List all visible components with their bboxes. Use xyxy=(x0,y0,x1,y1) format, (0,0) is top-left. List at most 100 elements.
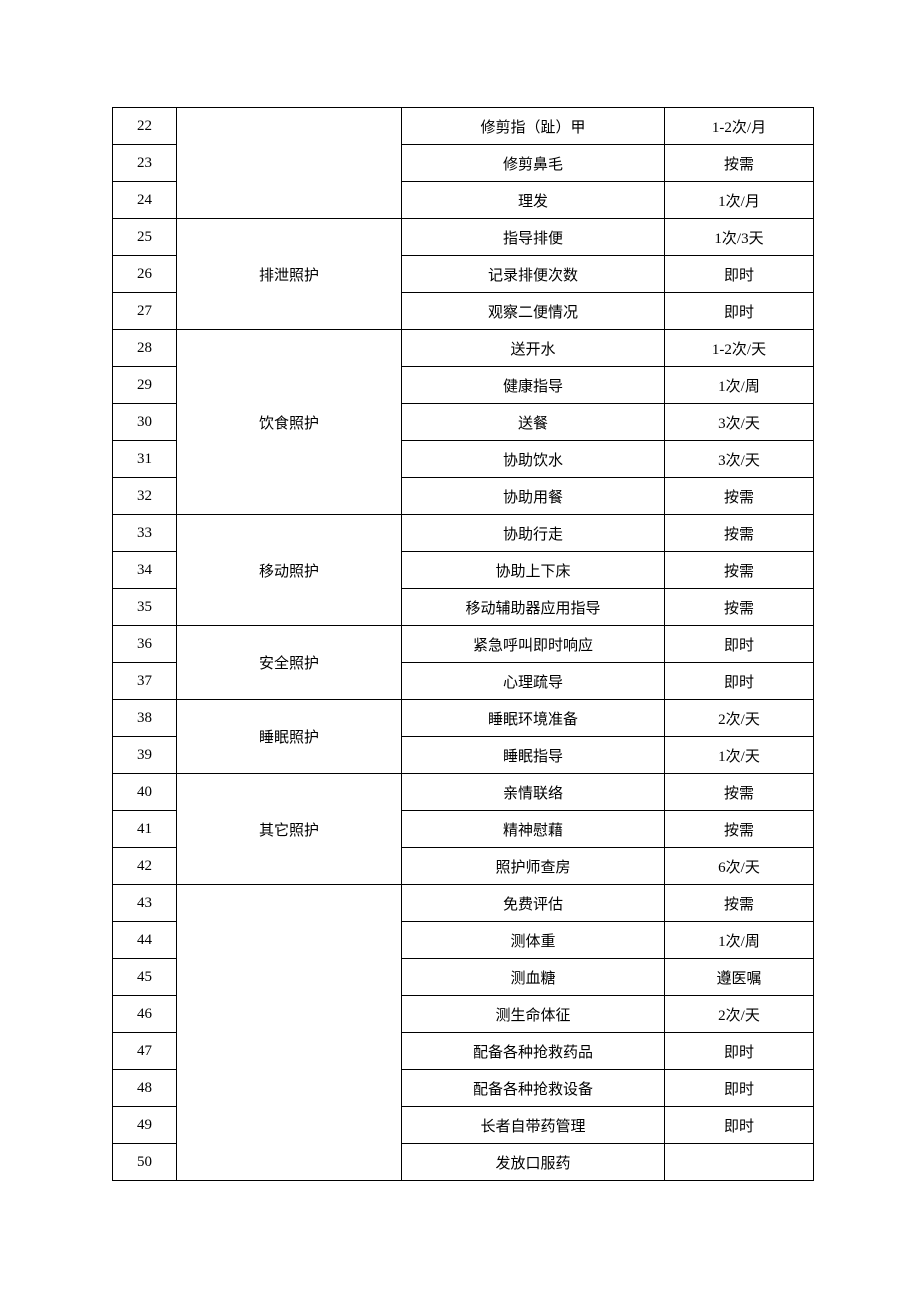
row-item: 协助上下床 xyxy=(402,552,665,589)
care-table-body: 22修剪指（趾）甲1-2次/月23修剪鼻毛按需24理发1次/月25排泄照护指导排… xyxy=(113,108,814,1181)
row-no: 26 xyxy=(113,256,177,293)
row-freq: 1-2次/月 xyxy=(665,108,814,145)
row-category: 移动照护 xyxy=(177,515,402,626)
row-item: 协助用餐 xyxy=(402,478,665,515)
row-freq: 即时 xyxy=(665,626,814,663)
row-freq: 按需 xyxy=(665,774,814,811)
row-item: 照护师查房 xyxy=(402,848,665,885)
row-no: 29 xyxy=(113,367,177,404)
row-no: 48 xyxy=(113,1070,177,1107)
row-no: 25 xyxy=(113,219,177,256)
row-item: 测生命体征 xyxy=(402,996,665,1033)
table-row: 43 免费评估按需 xyxy=(113,885,814,922)
row-item: 亲情联络 xyxy=(402,774,665,811)
row-no: 36 xyxy=(113,626,177,663)
row-freq: 按需 xyxy=(665,145,814,182)
row-freq: 6次/天 xyxy=(665,848,814,885)
row-category: 饮食照护 xyxy=(177,330,402,515)
row-item: 修剪指（趾）甲 xyxy=(402,108,665,145)
row-freq: 即时 xyxy=(665,256,814,293)
table-row: 40其它照护亲情联络按需 xyxy=(113,774,814,811)
row-item: 记录排便次数 xyxy=(402,256,665,293)
table-row: 38睡眠照护睡眠环境准备2次/天 xyxy=(113,700,814,737)
row-no: 32 xyxy=(113,478,177,515)
table-row: 36安全照护紧急呼叫即时响应即时 xyxy=(113,626,814,663)
row-freq: 2次/天 xyxy=(665,700,814,737)
table-row: 22 修剪指（趾）甲1-2次/月 xyxy=(113,108,814,145)
row-freq: 按需 xyxy=(665,811,814,848)
table-row: 25排泄照护指导排便1次/3天 xyxy=(113,219,814,256)
row-freq: 2次/天 xyxy=(665,996,814,1033)
row-no: 39 xyxy=(113,737,177,774)
row-freq: 按需 xyxy=(665,589,814,626)
row-freq: 即时 xyxy=(665,1070,814,1107)
row-item: 测血糖 xyxy=(402,959,665,996)
row-item: 心理疏导 xyxy=(402,663,665,700)
row-category: 其它照护 xyxy=(177,774,402,885)
page: 22修剪指（趾）甲1-2次/月23修剪鼻毛按需24理发1次/月25排泄照护指导排… xyxy=(0,0,920,1302)
row-no: 43 xyxy=(113,885,177,922)
row-freq: 即时 xyxy=(665,663,814,700)
row-item: 观察二便情况 xyxy=(402,293,665,330)
row-item: 指导排便 xyxy=(402,219,665,256)
row-item: 理发 xyxy=(402,182,665,219)
row-no: 38 xyxy=(113,700,177,737)
row-item: 睡眠指导 xyxy=(402,737,665,774)
row-no: 23 xyxy=(113,145,177,182)
row-no: 45 xyxy=(113,959,177,996)
row-freq: 按需 xyxy=(665,478,814,515)
row-freq: 1次/周 xyxy=(665,367,814,404)
row-freq: 按需 xyxy=(665,885,814,922)
row-item: 移动辅助器应用指导 xyxy=(402,589,665,626)
row-no: 37 xyxy=(113,663,177,700)
row-item: 睡眠环境准备 xyxy=(402,700,665,737)
table-row: 33移动照护协助行走按需 xyxy=(113,515,814,552)
row-no: 46 xyxy=(113,996,177,1033)
row-item: 紧急呼叫即时响应 xyxy=(402,626,665,663)
row-no: 49 xyxy=(113,1107,177,1144)
row-freq: 按需 xyxy=(665,552,814,589)
row-item: 长者自带药管理 xyxy=(402,1107,665,1144)
row-item: 免费评估 xyxy=(402,885,665,922)
row-freq: 3次/天 xyxy=(665,404,814,441)
row-item: 修剪鼻毛 xyxy=(402,145,665,182)
row-category xyxy=(177,885,402,1181)
row-item: 精神慰藉 xyxy=(402,811,665,848)
row-item: 发放口服药 xyxy=(402,1144,665,1181)
row-no: 28 xyxy=(113,330,177,367)
row-no: 22 xyxy=(113,108,177,145)
row-item: 配备各种抢救药品 xyxy=(402,1033,665,1070)
row-freq: 即时 xyxy=(665,1033,814,1070)
row-category: 睡眠照护 xyxy=(177,700,402,774)
row-freq: 1次/3天 xyxy=(665,219,814,256)
row-no: 24 xyxy=(113,182,177,219)
row-no: 41 xyxy=(113,811,177,848)
row-no: 30 xyxy=(113,404,177,441)
row-item: 送开水 xyxy=(402,330,665,367)
row-no: 44 xyxy=(113,922,177,959)
row-no: 31 xyxy=(113,441,177,478)
row-no: 35 xyxy=(113,589,177,626)
row-no: 50 xyxy=(113,1144,177,1181)
row-category: 排泄照护 xyxy=(177,219,402,330)
row-category xyxy=(177,108,402,219)
row-item: 健康指导 xyxy=(402,367,665,404)
row-item: 协助行走 xyxy=(402,515,665,552)
row-freq xyxy=(665,1144,814,1181)
row-freq: 1次/天 xyxy=(665,737,814,774)
row-no: 33 xyxy=(113,515,177,552)
row-no: 34 xyxy=(113,552,177,589)
care-table: 22修剪指（趾）甲1-2次/月23修剪鼻毛按需24理发1次/月25排泄照护指导排… xyxy=(112,107,814,1181)
row-freq: 3次/天 xyxy=(665,441,814,478)
row-freq: 1次/月 xyxy=(665,182,814,219)
row-item: 配备各种抢救设备 xyxy=(402,1070,665,1107)
row-freq: 1-2次/天 xyxy=(665,330,814,367)
row-item: 协助饮水 xyxy=(402,441,665,478)
row-freq: 即时 xyxy=(665,1107,814,1144)
table-row: 28饮食照护送开水1-2次/天 xyxy=(113,330,814,367)
row-freq: 即时 xyxy=(665,293,814,330)
row-no: 42 xyxy=(113,848,177,885)
row-no: 40 xyxy=(113,774,177,811)
row-no: 47 xyxy=(113,1033,177,1070)
row-item: 送餐 xyxy=(402,404,665,441)
